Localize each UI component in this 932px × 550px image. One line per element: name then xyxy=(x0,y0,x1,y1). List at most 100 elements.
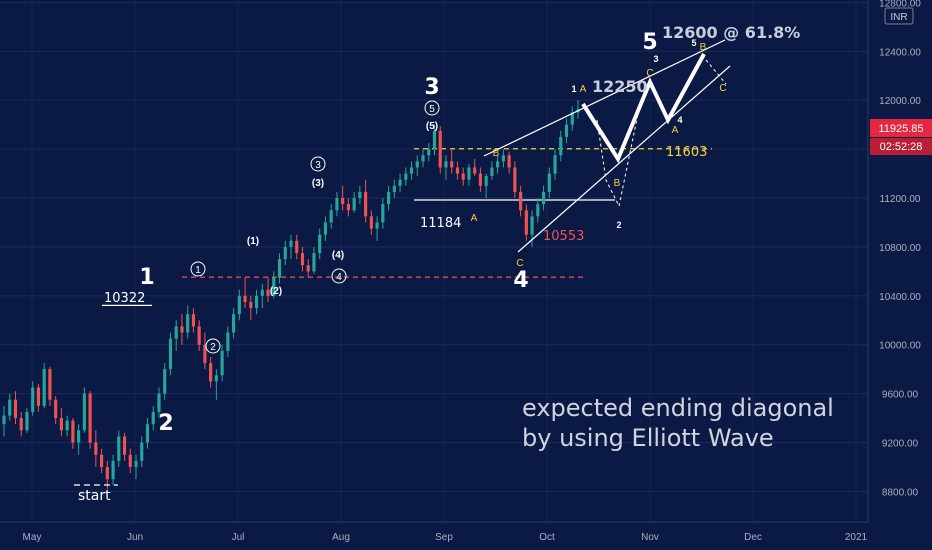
level-10322-label: 10322 xyxy=(104,291,145,306)
abc-c-label: C xyxy=(516,258,523,269)
last-price-value: 11925.85 xyxy=(878,123,923,135)
candle-body xyxy=(71,420,75,443)
proj-c2-label: C xyxy=(719,83,726,94)
candle-body xyxy=(220,350,224,376)
level-11603-label: 11603 xyxy=(666,145,707,160)
candle-body xyxy=(295,240,299,254)
candle-body xyxy=(117,436,121,461)
candle-body xyxy=(203,344,207,364)
proj-c-label: C xyxy=(646,68,653,79)
x-tick-label: May xyxy=(23,532,42,543)
wave-2-label: 2 xyxy=(158,411,173,436)
paren-1-label: (1) xyxy=(247,236,259,247)
candle-body xyxy=(438,130,442,168)
wave-1-label: 1 xyxy=(139,265,154,290)
x-tick-label: Dec xyxy=(744,532,762,543)
caption: expected ending diagonal by using Elliot… xyxy=(522,394,834,452)
paren-3-label: (3) xyxy=(312,178,324,189)
y-tick-label: 10400.00 xyxy=(879,292,921,303)
candle-body xyxy=(168,338,173,370)
proj-b-label: B xyxy=(614,178,621,189)
candle-body xyxy=(122,436,127,455)
candle-body xyxy=(272,277,276,296)
abc-b-label: B xyxy=(493,148,500,159)
proj-2-label: 2 xyxy=(616,220,621,230)
candle-body xyxy=(346,204,350,211)
projection-structure xyxy=(74,39,731,486)
candle-body xyxy=(490,167,494,177)
x-tick-label: 2021 xyxy=(845,532,868,543)
candle-body xyxy=(524,210,528,235)
candle-body xyxy=(404,173,408,180)
caption-line-1: expected ending diagonal xyxy=(522,394,834,422)
candle-body xyxy=(358,191,362,199)
x-tick-label: Jun xyxy=(127,532,143,543)
candle-body xyxy=(94,442,98,455)
candle-body xyxy=(289,240,293,247)
candle-body xyxy=(8,399,12,416)
proj-a2-label: A xyxy=(672,125,679,136)
candle-body xyxy=(237,295,241,315)
candle-body xyxy=(260,289,264,296)
y-tick-label: 10800.00 xyxy=(879,243,921,254)
candle-body xyxy=(277,259,282,278)
minor-circled-labels: 1 2 3 4 5 xyxy=(190,100,440,354)
candle-body xyxy=(13,399,18,419)
y-tick-label: 8800.00 xyxy=(882,487,919,498)
alternate-path-dashed-upper xyxy=(705,59,727,85)
candle-body xyxy=(36,387,41,406)
major-wave-labels: 1 2 3 4 5 xyxy=(139,30,657,436)
candle-body xyxy=(381,204,385,223)
alternate-path-dashed xyxy=(596,119,620,207)
candle-body xyxy=(197,326,201,345)
candle-body xyxy=(473,167,477,174)
candle-body xyxy=(65,420,69,431)
candle-body xyxy=(559,136,563,156)
candle-body xyxy=(88,393,92,443)
countdown-value: 02:52:28 xyxy=(880,141,923,153)
candle-body xyxy=(266,289,270,296)
candle-body xyxy=(421,155,425,162)
candle-body xyxy=(180,326,184,333)
candle-body xyxy=(547,173,551,192)
candle-body xyxy=(507,155,511,168)
candle-body xyxy=(19,418,23,431)
candle-body xyxy=(450,161,454,168)
candle-body xyxy=(329,210,333,223)
y-tick-label: 9600.00 xyxy=(882,390,919,401)
y-tick-label: 12400.00 xyxy=(879,47,921,58)
candle-body xyxy=(306,265,310,272)
candle-body xyxy=(501,155,505,162)
candle-body xyxy=(375,222,379,229)
x-tick-label: Nov xyxy=(641,532,659,543)
candle-body xyxy=(519,191,523,211)
candle-body xyxy=(151,411,155,425)
y-tick-label: 12000.00 xyxy=(879,96,921,107)
grid-lines xyxy=(0,0,868,522)
horizontal-levels xyxy=(102,148,712,307)
proj-b2-label: B xyxy=(700,42,707,53)
candle-body xyxy=(536,204,540,217)
candle-body xyxy=(82,393,86,431)
candle-body xyxy=(249,301,253,309)
projected-wave-path xyxy=(581,53,706,164)
candle-body xyxy=(128,454,132,467)
candle-body xyxy=(105,466,109,480)
alternate-path-dashed-right xyxy=(618,103,641,207)
candle-body xyxy=(323,222,328,235)
candle-body xyxy=(341,198,345,205)
candle-body xyxy=(467,167,471,180)
circled-1-label: 1 xyxy=(195,265,201,276)
candle-body xyxy=(455,167,460,174)
candle-body xyxy=(432,130,437,150)
circled-2-label: 2 xyxy=(210,342,216,353)
y-tick-label: 12800.00 xyxy=(879,0,921,9)
candle-body xyxy=(387,191,391,205)
candle-body xyxy=(369,216,373,229)
y-tick-label: 10000.00 xyxy=(879,341,921,352)
candle-body xyxy=(364,191,368,217)
target-label: 12600 @ 61.8% xyxy=(662,23,800,42)
candle-body xyxy=(111,460,115,480)
inr-badge[interactable]: INR xyxy=(884,7,914,25)
